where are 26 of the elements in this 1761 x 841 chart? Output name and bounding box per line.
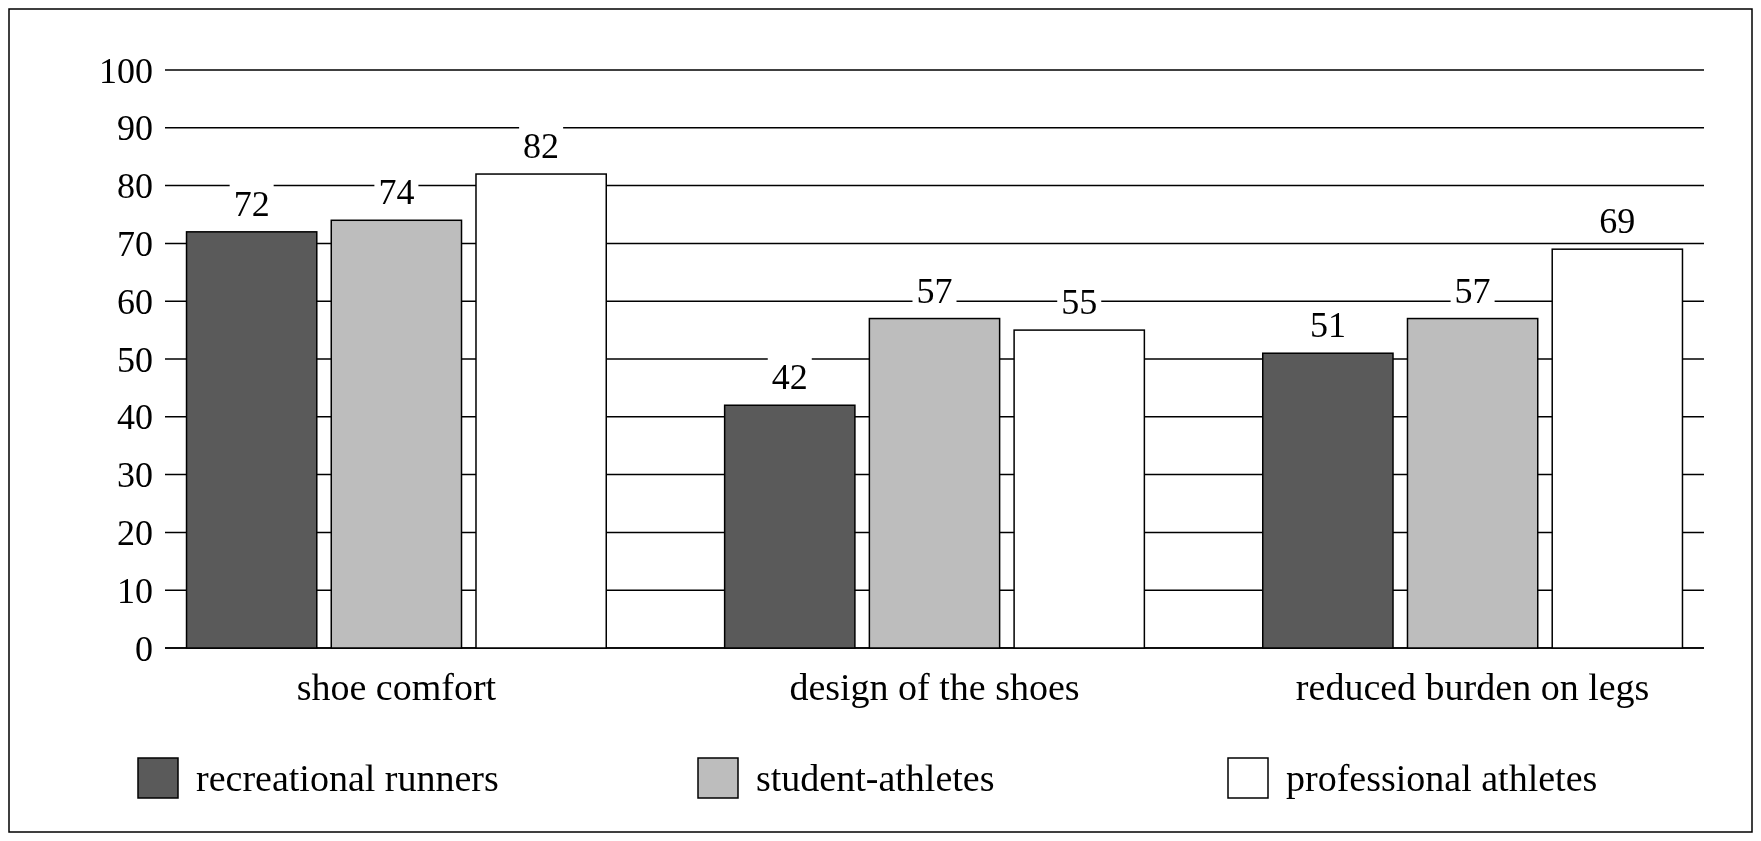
x-tick-label: reduced burden on legs: [1295, 666, 1650, 708]
y-tick-label: 80: [117, 166, 153, 207]
y-tick-label: 30: [117, 455, 153, 496]
y-tick-label: 90: [117, 108, 153, 149]
x-tick-label: design of the shoes: [789, 666, 1080, 708]
legend-label: student-athletes: [756, 757, 995, 800]
data-label: 72: [233, 183, 270, 224]
data-label: 82: [523, 126, 560, 167]
x-tick-label: shoe comfort: [296, 666, 497, 708]
data-label: 69: [1599, 201, 1636, 242]
y-tick-label: 20: [117, 513, 153, 553]
data-label: 42: [771, 357, 808, 398]
y-tick-label: 40: [117, 397, 153, 438]
data-label: 57: [1454, 270, 1491, 311]
data-label: 57: [916, 270, 953, 311]
legend-label: recreational runners: [196, 757, 499, 800]
y-tick-label: 50: [117, 339, 153, 380]
data-label: 51: [1309, 305, 1346, 346]
y-tick-label: 0: [135, 628, 153, 669]
legend-label: professional athletes: [1286, 757, 1598, 800]
y-tick-label: 10: [117, 570, 153, 611]
y-tick-label: 60: [117, 281, 153, 322]
data-label: 74: [378, 172, 415, 213]
y-tick-label: 70: [117, 224, 153, 264]
y-tick-label: 100: [99, 50, 153, 91]
data-label: 55: [1061, 282, 1098, 323]
